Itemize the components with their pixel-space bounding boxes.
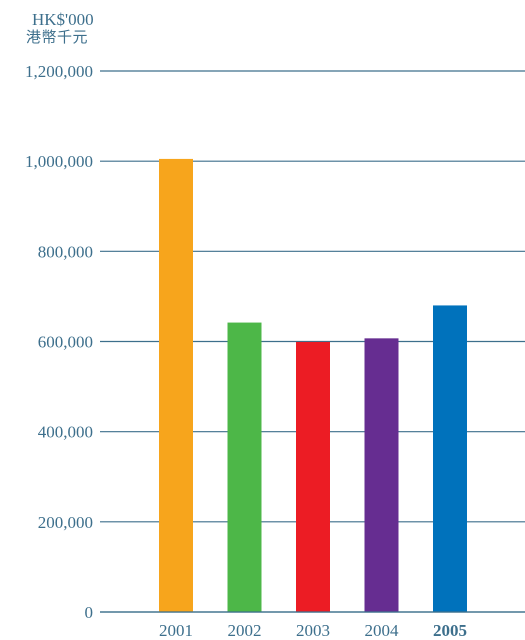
x-tick-label: 2002 bbox=[228, 621, 262, 640]
y-tick-label: 1,200,000 bbox=[25, 62, 93, 81]
x-tick-label: 2003 bbox=[296, 621, 330, 640]
y-tick-label: 200,000 bbox=[38, 513, 93, 532]
x-tick-label: 2004 bbox=[365, 621, 400, 640]
y-tick-label: 800,000 bbox=[38, 242, 93, 261]
bar-2003 bbox=[296, 341, 330, 612]
bar-2005 bbox=[433, 305, 467, 612]
bar-2001 bbox=[159, 158, 193, 612]
bar-2002 bbox=[227, 322, 262, 612]
y-tick-label: 400,000 bbox=[38, 423, 93, 442]
y-tick-label: 0 bbox=[85, 603, 94, 622]
bar-2004 bbox=[364, 338, 399, 612]
y-tick-label: 1,000,000 bbox=[25, 152, 93, 171]
y-unit-label-chinese: 港幣千元 bbox=[26, 30, 89, 46]
y-unit-label-english: HK$'000 bbox=[32, 10, 94, 29]
x-tick-label: 2005 bbox=[433, 621, 467, 640]
y-tick-label: 600,000 bbox=[38, 333, 93, 352]
x-tick-label: 2001 bbox=[159, 621, 193, 640]
